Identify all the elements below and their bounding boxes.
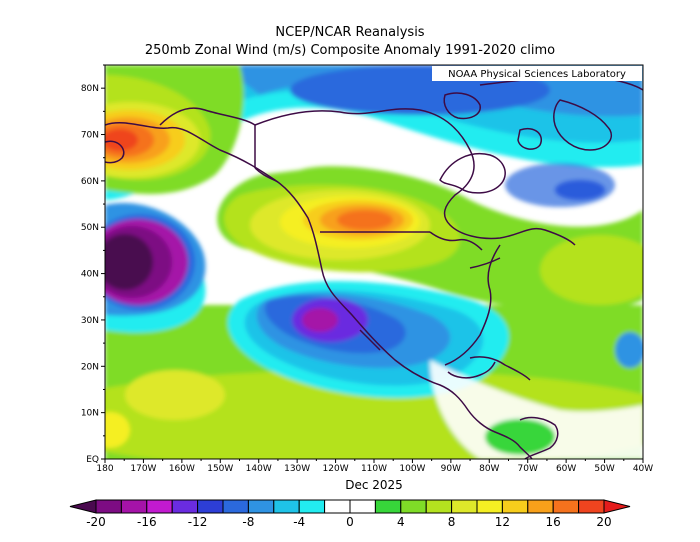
colorbar-swatch [95,499,122,514]
colorbar-swatch [197,499,224,514]
anomaly-field [105,65,643,459]
period-label: Dec 2025 [345,478,403,492]
colorbar-arrow-left [69,499,97,514]
lon-tick-label: 180 [96,464,113,474]
lat-tick-label: 20N [81,362,99,372]
lat-tick-label: 70N [81,131,99,141]
colorbar-swatch [120,499,148,514]
colorbar-label: -8 [242,515,254,529]
colorbar-swatch [349,499,376,514]
lat-tick-label: 50N [81,223,99,233]
credit-label: NOAA Physical Sciences Laboratory [448,69,626,80]
lat-tick-label: 40N [81,270,99,280]
lon-tick-label: 80W [479,464,499,474]
lon-tick-label: 160W [169,464,195,474]
colorbar-label: 12 [495,515,510,529]
colorbar-swatch [324,499,351,514]
colorbar-swatch [578,499,605,514]
coastlines [105,76,643,459]
lon-tick-label: 150W [207,464,233,474]
lon-tick-label: 110W [361,464,387,474]
colorbar-swatch [273,499,300,514]
colorbar-swatch [374,499,402,514]
lon-tick-label: 170W [130,464,156,474]
colorbar-label: 20 [596,515,611,529]
colorbar-swatch [451,499,478,514]
colorbar-label: -20 [86,515,106,529]
lon-tick-label: 40W [633,464,653,474]
colorbar-swatch [146,499,173,514]
lat-tick-label: 10N [81,409,99,419]
colorbar-swatch [222,499,249,514]
colorbar-label: 8 [448,515,456,529]
colorbar-swatch [527,499,554,514]
title-line-2: 250mb Zonal Wind (m/s) Composite Anomaly… [144,43,556,58]
lon-tick-label: 50W [594,464,614,474]
colorbar-label: 4 [397,515,405,529]
lat-tick-label: 80N [81,84,99,94]
colorbar-swatch [501,499,529,514]
colorbar-arrow-right [603,499,631,514]
colorbar-label: -12 [188,515,208,529]
lon-tick-label: 140W [246,464,272,474]
lat-tick-label: 60N [81,177,99,187]
colorbar-swatch [400,499,427,514]
colorbar: -20 -16 -12 -8 -4 0 4 8 12 16 20 [69,499,631,529]
colorbar-label: -16 [137,515,157,529]
colorbar-label: 16 [546,515,561,529]
longitude-axis: 180 170W 160W 150W 140W 130W 120W 110W 100W 90W 80… [96,459,653,474]
lon-tick-label: 60W [556,464,576,474]
colorbar-label: 0 [346,515,354,529]
colorbar-swatch [476,499,503,514]
colorbar-label: -4 [293,515,305,529]
lon-tick-label: 70W [518,464,538,474]
lon-tick-label: 100W [399,464,425,474]
lat-tick-label: EQ [86,455,99,465]
lat-tick-label: 30N [81,316,99,326]
colorbar-swatch [171,499,199,514]
lon-tick-label: 90W [441,464,461,474]
lon-tick-label: 130W [284,464,310,474]
title-line-1: NCEP/NCAR Reanalysis [275,25,425,40]
colorbar-swatch [298,499,326,514]
latitude-axis: 80N 70N 60N 50N 40N 30N 20N 10N EQ [81,64,105,465]
colorbar-swatch [552,499,580,514]
colorbar-swatch [247,499,275,514]
credit-box [432,66,642,81]
colorbar-swatch [425,499,453,514]
lon-tick-label: 120W [323,464,349,474]
